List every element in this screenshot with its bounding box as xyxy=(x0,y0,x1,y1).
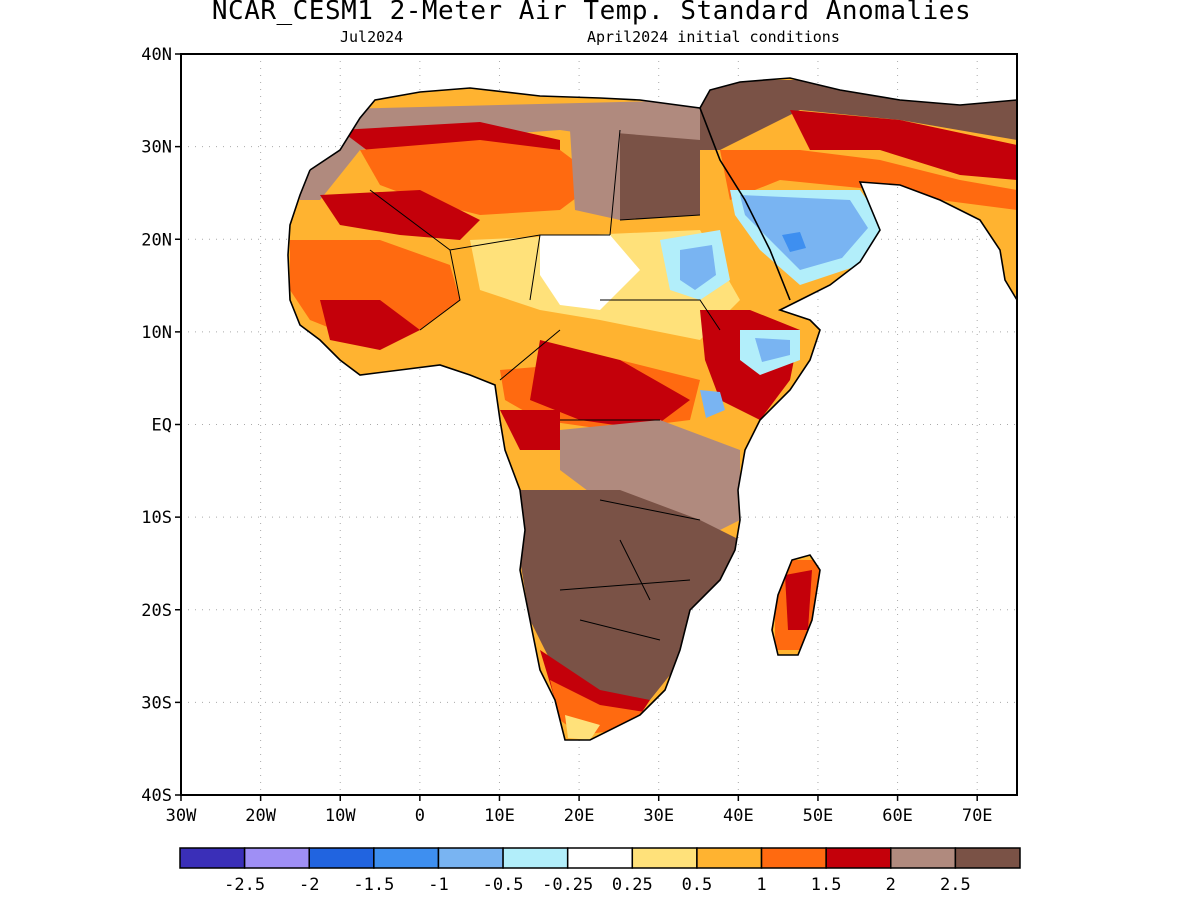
forecast-month: Jul2024 xyxy=(340,28,404,46)
y-tick-label: 20N xyxy=(141,230,172,250)
field-arabia-red xyxy=(790,110,1017,180)
x-tick-label: 30W xyxy=(166,806,197,826)
field-horn-lightblue xyxy=(755,338,790,362)
colorbar-label: 2 xyxy=(886,875,896,895)
colorbar-label: -0.5 xyxy=(483,875,524,895)
colorbar-swatch xyxy=(760,847,827,869)
x-axis: 30W 20W 10W 0 10E 20E 30E 40E 50E 60E 70E xyxy=(166,795,993,826)
colorbar-swatch xyxy=(243,847,310,869)
y-tick-label: 30N xyxy=(141,138,172,158)
colorbar-swatch xyxy=(437,847,504,869)
country-borders xyxy=(369,129,721,641)
colorbar-label: -0.25 xyxy=(542,875,593,895)
y-tick-label: 10N xyxy=(141,323,172,343)
x-tick-label: 10W xyxy=(325,806,356,826)
field-arabia-blue xyxy=(782,232,806,252)
colorbar-label: 2.5 xyxy=(940,875,971,895)
colorbar-label: -2 xyxy=(299,875,319,895)
field-chad-lightblue xyxy=(680,245,716,290)
colorbar-swatch xyxy=(308,847,375,869)
x-tick-label: 0 xyxy=(415,806,425,826)
field-sahara-red2 xyxy=(320,190,480,240)
y-axis: 40N 30N 20N 10N EQ 10S 20S 30S 40S xyxy=(141,45,181,806)
field-kenya-blue xyxy=(700,390,725,418)
map-title: NCAR_CESM1 2-Meter Air Temp. Standard An… xyxy=(211,0,972,26)
colorbar-swatch xyxy=(696,847,763,869)
colorbar-label: 0.5 xyxy=(682,875,713,895)
red-sea-coast xyxy=(699,107,791,301)
field-gulf-red xyxy=(500,410,560,450)
colorbar-label: -2.5 xyxy=(224,875,265,895)
field-congo-lightbrown xyxy=(560,420,740,540)
colorbar-swatch xyxy=(566,847,634,869)
colorbar-label: 1.5 xyxy=(811,875,842,895)
africa-coastline xyxy=(287,77,1017,741)
initial-conditions: April2024 initial conditions xyxy=(587,28,840,46)
x-tick-label: 60E xyxy=(882,806,913,826)
x-tick-label: 40E xyxy=(723,806,754,826)
y-tick-label: 10S xyxy=(141,508,172,528)
colorbar-swatch xyxy=(825,847,892,869)
field-west-red xyxy=(320,300,420,350)
y-tick-label: 20S xyxy=(141,601,172,621)
field-central-red xyxy=(530,340,690,430)
field-arabia-orange xyxy=(720,150,1017,210)
y-tick-label: 30S xyxy=(141,693,172,713)
x-tick-label: 30E xyxy=(643,806,674,826)
y-tick-label: 40N xyxy=(141,45,172,65)
coastlines xyxy=(287,77,1017,741)
x-tick-label: 70E xyxy=(962,806,993,826)
colorbar-label: -1 xyxy=(428,875,448,895)
x-tick-label: 20W xyxy=(245,806,276,826)
field-libya-lightbrown xyxy=(570,125,620,220)
x-tick-label: 10E xyxy=(484,806,515,826)
colorbar-swatch xyxy=(502,847,569,869)
field-sahara-lightbrown xyxy=(300,100,700,200)
colorbar-label: 1 xyxy=(756,875,766,895)
colorbar-swatch xyxy=(954,847,1021,869)
field-arabia-lightblue xyxy=(740,195,868,270)
field-madagascar-red xyxy=(785,570,812,630)
x-tick-label: 20E xyxy=(564,806,595,826)
colorbar-label: -1.5 xyxy=(353,875,394,895)
field-cape-yellow xyxy=(565,715,600,740)
colorbar-label: 0.25 xyxy=(612,875,653,895)
colorbar: -2.5 -2 -1.5 -1 -0.5 -0.25 0.25 0.5 1 1.5 2 2.5 xyxy=(179,847,1021,895)
colorbar-swatch xyxy=(179,847,246,869)
colorbar-swatch xyxy=(890,847,957,869)
y-tick-label: 40S xyxy=(141,786,172,806)
field-sahel-white xyxy=(540,235,640,310)
colorbar-swatch xyxy=(373,847,440,869)
madagascar-coastline xyxy=(771,554,821,656)
y-tick-label: EQ xyxy=(152,416,172,436)
colorbar-swatch xyxy=(631,847,698,869)
x-tick-label: 50E xyxy=(803,806,834,826)
